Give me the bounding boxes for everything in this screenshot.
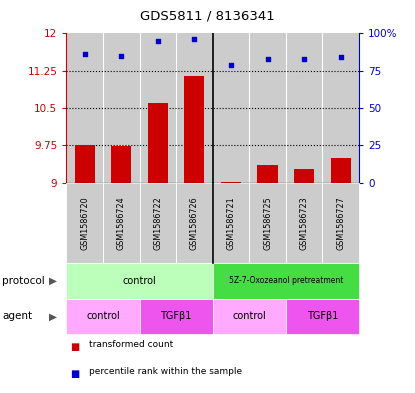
Point xyxy=(301,56,308,62)
Bar xyxy=(139,33,176,183)
Bar xyxy=(184,76,205,183)
Text: TGFβ1: TGFβ1 xyxy=(161,311,192,321)
Text: ■: ■ xyxy=(71,369,80,379)
Text: ▶: ▶ xyxy=(49,311,57,321)
Point xyxy=(81,51,88,57)
Bar xyxy=(249,33,286,183)
Text: ▶: ▶ xyxy=(49,276,57,286)
Point xyxy=(118,53,124,59)
Point xyxy=(228,62,234,68)
Text: GSM1586725: GSM1586725 xyxy=(263,196,272,250)
Bar xyxy=(294,169,314,183)
Text: agent: agent xyxy=(2,311,32,321)
Bar xyxy=(111,147,131,183)
Bar xyxy=(148,103,168,183)
Text: control: control xyxy=(86,311,120,321)
Text: GSM1586726: GSM1586726 xyxy=(190,196,199,250)
Text: GSM1586724: GSM1586724 xyxy=(117,196,126,250)
Text: protocol: protocol xyxy=(2,276,45,286)
Bar xyxy=(322,33,359,183)
Bar xyxy=(221,182,241,183)
Text: GSM1586720: GSM1586720 xyxy=(80,196,89,250)
Text: GSM1586722: GSM1586722 xyxy=(153,196,162,250)
Text: GSM1586723: GSM1586723 xyxy=(300,196,309,250)
Text: percentile rank within the sample: percentile rank within the sample xyxy=(89,367,242,376)
Text: GDS5811 / 8136341: GDS5811 / 8136341 xyxy=(140,10,275,23)
Bar xyxy=(331,158,351,183)
Point xyxy=(264,56,271,62)
Text: TGFβ1: TGFβ1 xyxy=(307,311,338,321)
Bar xyxy=(176,33,213,183)
Bar xyxy=(213,33,249,183)
Text: control: control xyxy=(123,276,156,286)
Text: transformed count: transformed count xyxy=(89,340,173,349)
Point xyxy=(154,38,161,44)
Point xyxy=(337,54,344,61)
Bar xyxy=(75,145,95,183)
Text: control: control xyxy=(232,311,266,321)
Bar xyxy=(257,165,278,183)
Text: 5Z-7-Oxozeanol pretreatment: 5Z-7-Oxozeanol pretreatment xyxy=(229,277,343,285)
Text: GSM1586727: GSM1586727 xyxy=(336,196,345,250)
Bar xyxy=(66,33,103,183)
Point xyxy=(191,36,198,42)
Text: ■: ■ xyxy=(71,342,80,352)
Bar xyxy=(286,33,322,183)
Text: GSM1586721: GSM1586721 xyxy=(227,196,235,250)
Bar xyxy=(103,33,139,183)
